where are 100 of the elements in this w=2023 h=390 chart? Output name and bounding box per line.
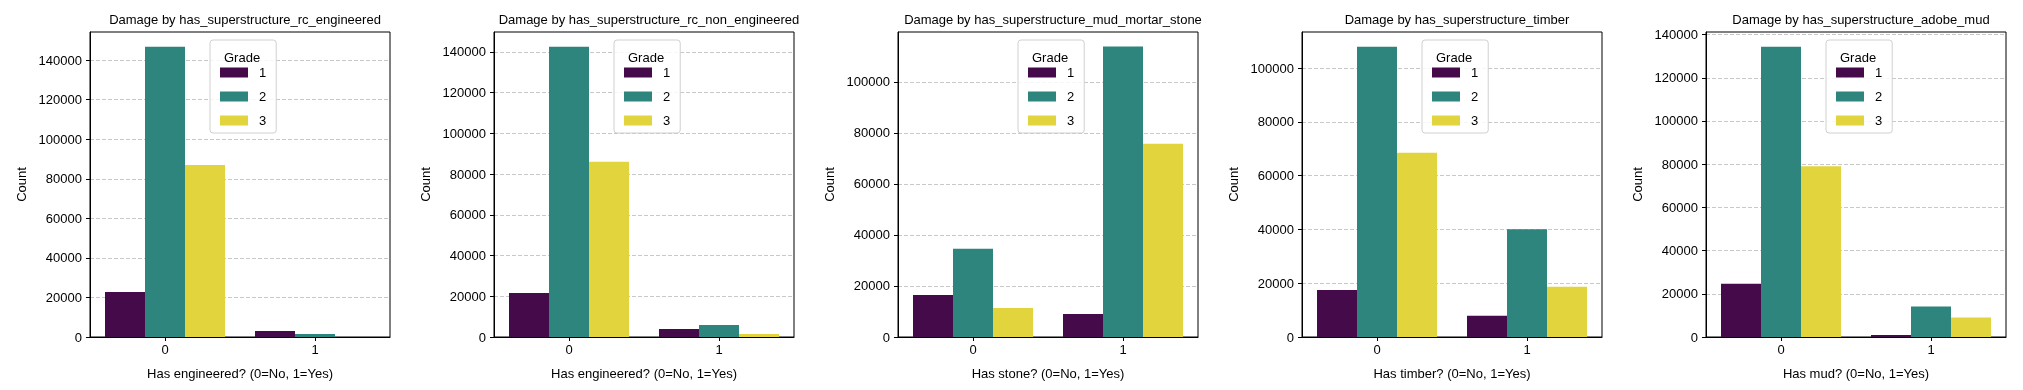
y-tick-label: 120000: [38, 92, 82, 108]
bar: [1317, 289, 1357, 337]
y-tick-label: 20000: [1257, 275, 1294, 291]
y-tick-label: 0: [74, 329, 82, 345]
y-tick-label: 100000: [846, 74, 890, 90]
x-axis-title: Has engineered? (0=No, 1=Yes): [551, 366, 737, 381]
bar: [953, 248, 993, 337]
x-tick-label: 0: [1373, 342, 1381, 357]
y-tick-label: 60000: [1661, 199, 1698, 215]
legend-label: 1: [259, 65, 267, 80]
legend-label: 3: [1067, 113, 1075, 128]
bar: [1357, 46, 1397, 337]
bar: [1801, 166, 1841, 337]
bar: [1911, 306, 1951, 337]
legend-label: 3: [1471, 113, 1479, 128]
legend-label: 1: [1067, 65, 1075, 80]
y-tick-label: 100000: [442, 125, 486, 141]
chart-title: Damage by has_superstructure_mud_mortar_stone: [904, 12, 1202, 27]
bar: [589, 161, 629, 337]
y-tick-label: 0: [478, 329, 486, 345]
legend-title: Grade: [1436, 50, 1473, 65]
y-axis-title: Count: [417, 166, 433, 202]
bar: [549, 46, 589, 337]
chart-title: Damage by has_superstructure_rc_engineered: [109, 12, 381, 27]
y-tick-label: 0: [1286, 329, 1294, 345]
y-tick-label: 80000: [853, 125, 890, 141]
y-tick-label: 20000: [1661, 286, 1698, 302]
bar: [1951, 317, 1991, 337]
bar: [1143, 143, 1183, 337]
y-tick-label: 40000: [1257, 221, 1294, 237]
legend-label: 2: [1067, 89, 1075, 104]
legend-title: Grade: [1032, 50, 1069, 65]
bar: [913, 294, 953, 337]
x-tick-label: 0: [969, 342, 977, 357]
bar: [145, 46, 185, 337]
bar: [1467, 315, 1507, 337]
y-tick-label: 100000: [1654, 113, 1698, 129]
legend-title: Grade: [1840, 50, 1877, 65]
y-axis-title: Count: [821, 166, 837, 202]
bar: [699, 324, 739, 337]
bar: [1721, 283, 1761, 337]
y-tick-label: 20000: [853, 278, 890, 294]
legend-title: Grade: [224, 50, 261, 65]
y-tick-label: 60000: [853, 176, 890, 192]
bar: [1063, 314, 1103, 337]
y-tick-label: 60000: [449, 207, 486, 223]
chart-title: Damage by has_superstructure_adobe_mud: [1732, 12, 1990, 27]
x-tick-label: 1: [1119, 342, 1127, 357]
legend-label: 1: [1875, 65, 1883, 80]
y-tick-label: 40000: [449, 248, 486, 264]
bar: [1507, 229, 1547, 337]
y-tick-label: 0: [882, 329, 890, 345]
y-tick-label: 80000: [45, 171, 82, 187]
x-tick-label: 0: [161, 342, 169, 357]
y-tick-label: 80000: [449, 166, 486, 182]
y-tick-label: 60000: [45, 210, 82, 226]
y-tick-label: 0: [1690, 329, 1698, 345]
legend-label: 1: [1471, 65, 1479, 80]
y-tick-label: 120000: [442, 85, 486, 101]
chart-title: Damage by has_superstructure_rc_non_engineered: [498, 12, 800, 27]
y-axis-title: Count: [1629, 166, 1645, 202]
y-tick-label: 20000: [449, 288, 486, 304]
bar: [185, 164, 225, 337]
y-tick-label: 80000: [1661, 156, 1698, 172]
bar: [1397, 152, 1437, 337]
y-tick-label: 60000: [1257, 168, 1294, 184]
legend-label: 3: [1875, 113, 1883, 128]
x-axis-title: Has timber? (0=No, 1=Yes): [1373, 366, 1531, 381]
y-tick-label: 140000: [442, 44, 486, 60]
legend-label: 3: [259, 113, 267, 128]
legend-label: 2: [1471, 89, 1479, 104]
x-tick-label: 0: [565, 342, 573, 357]
x-tick-label: 1: [311, 342, 319, 357]
bar: [1547, 286, 1587, 337]
bar: [105, 291, 145, 337]
y-tick-label: 140000: [38, 52, 82, 68]
bar: [1761, 46, 1801, 337]
y-tick-label: 140000: [1654, 27, 1698, 43]
x-tick-label: 0: [1777, 342, 1785, 357]
bar: [739, 333, 779, 337]
y-tick-label: 80000: [1257, 114, 1294, 130]
bar: [255, 331, 295, 337]
y-axis-title: Count: [1225, 166, 1241, 202]
chart-title: Damage by has_superstructure_timber: [1344, 12, 1571, 27]
x-axis-title: Has stone? (0=No, 1=Yes): [971, 366, 1125, 381]
legend-label: 3: [663, 113, 671, 128]
y-tick-label: 40000: [1661, 243, 1698, 259]
x-axis-title: Has mud? (0=No, 1=Yes): [1782, 366, 1930, 381]
legend-label: 2: [1875, 89, 1883, 104]
y-tick-label: 40000: [853, 227, 890, 243]
legend-label: 2: [663, 89, 671, 104]
bar: [993, 307, 1033, 337]
y-tick-label: 100000: [1250, 60, 1294, 76]
bar: [509, 293, 549, 337]
x-tick-label: 1: [1927, 342, 1935, 357]
legend-title: Grade: [628, 50, 665, 65]
bar: [295, 334, 335, 337]
y-tick-label: 120000: [1654, 70, 1698, 86]
bar: [1103, 46, 1143, 337]
y-tick-label: 20000: [45, 289, 82, 305]
